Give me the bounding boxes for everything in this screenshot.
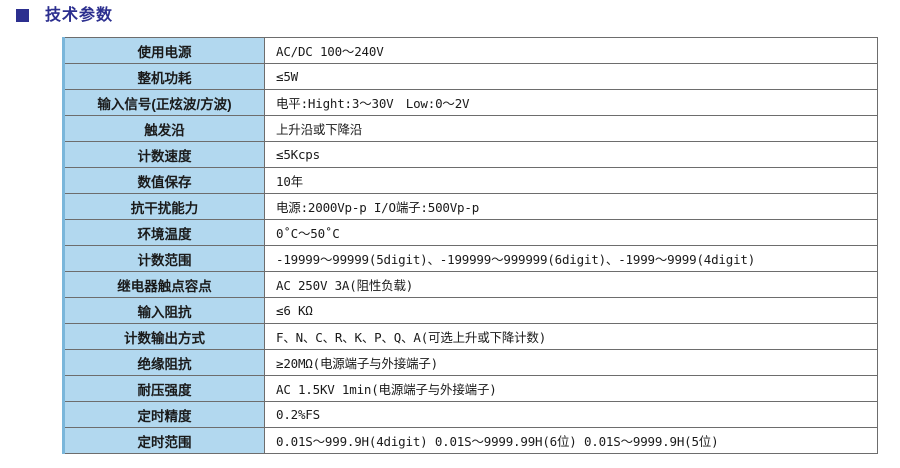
table-row: 计数范围 -19999～99999(5digit)、-199999～999999(…: [62, 245, 878, 272]
spec-label-cell: 数值保存: [62, 167, 265, 194]
table-row: 绝缘阻抗 ≥20MΩ(电源端子与外接端子): [62, 349, 878, 376]
spec-label-cell: 定时精度: [62, 401, 265, 428]
spec-value-cell: AC/DC 100～240V: [264, 37, 878, 64]
table-row: 计数速度 ≤5Kcps: [62, 141, 878, 168]
spec-label-cell: 环境温度: [62, 219, 265, 246]
table-row: 定时精度 0.2%FS: [62, 401, 878, 428]
spec-label-cell: 耐压强度: [62, 375, 265, 402]
spec-label-cell: 整机功耗: [62, 63, 265, 90]
spec-value-cell: ≤5Kcps: [264, 141, 878, 168]
spec-label-cell: 继电器触点容点: [62, 271, 265, 298]
spec-value-cell: AC 1.5KV 1min(电源端子与外接端子): [264, 375, 878, 402]
spec-label-cell: 计数范围: [62, 245, 265, 272]
table-row: 定时范围 0.01S～999.9H(4digit) 0.01S～9999.99H(…: [62, 427, 878, 454]
section-heading: 技术参数: [0, 0, 900, 24]
spec-value-cell: ≥20MΩ(电源端子与外接端子): [264, 349, 878, 376]
specifications-table-container: 使用电源 AC/DC 100～240V 整机功耗 ≤5W 输入信号(正炫波/方波) 电平:…: [62, 37, 878, 454]
table-row: 继电器触点容点 AC 250V 3A(阻性负载): [62, 271, 878, 298]
spec-label-cell: 输入信号(正炫波/方波): [62, 89, 265, 116]
specifications-table-body: 使用电源 AC/DC 100～240V 整机功耗 ≤5W 输入信号(正炫波/方波) 电平:…: [62, 37, 878, 454]
table-row: 输入阻抗 ≤6 KΩ: [62, 297, 878, 324]
specifications-table: 使用电源 AC/DC 100～240V 整机功耗 ≤5W 输入信号(正炫波/方波) 电平:…: [62, 37, 878, 454]
spec-value-cell: 上升沿或下降沿: [264, 115, 878, 142]
spec-label-cell: 使用电源: [62, 37, 265, 64]
table-row: 抗干扰能力 电源:2000Vp-p I/O端子:500Vp-p: [62, 193, 878, 220]
table-row: 输入信号(正炫波/方波) 电平:Hight:3～30V Low:0～2V: [62, 89, 878, 116]
table-row: 耐压强度 AC 1.5KV 1min(电源端子与外接端子): [62, 375, 878, 402]
spec-label-cell: 定时范围: [62, 427, 265, 454]
spec-label-cell: 计数速度: [62, 141, 265, 168]
table-row: 整机功耗 ≤5W: [62, 63, 878, 90]
table-row: 环境温度 0˚C～50˚C: [62, 219, 878, 246]
spec-value-cell: 0˚C～50˚C: [264, 219, 878, 246]
spec-value-cell: 0.01S～999.9H(4digit) 0.01S～9999.99H(6位) …: [264, 427, 878, 454]
spec-value-cell: 电源:2000Vp-p I/O端子:500Vp-p: [264, 193, 878, 220]
spec-label-cell: 计数输出方式: [62, 323, 265, 350]
spec-value-cell: ≤6 KΩ: [264, 297, 878, 324]
spec-value-cell: ≤5W: [264, 63, 878, 90]
spec-value-cell: -19999～99999(5digit)、-199999～999999(6dig…: [264, 245, 878, 272]
square-bullet-icon: [16, 9, 29, 22]
spec-label-cell: 触发沿: [62, 115, 265, 142]
table-row: 使用电源 AC/DC 100～240V: [62, 37, 878, 64]
spec-value-cell: 0.2%FS: [264, 401, 878, 428]
spec-value-cell: 电平:Hight:3～30V Low:0～2V: [264, 89, 878, 116]
spec-label-cell: 输入阻抗: [62, 297, 265, 324]
spec-label-cell: 抗干扰能力: [62, 193, 265, 220]
spec-value-cell: F、N、C、R、K、P、Q、A(可选上升或下降计数): [264, 323, 878, 350]
spec-label-cell: 绝缘阻抗: [62, 349, 265, 376]
page-title: 技术参数: [45, 6, 114, 24]
table-row: 触发沿 上升沿或下降沿: [62, 115, 878, 142]
table-row: 数值保存 10年: [62, 167, 878, 194]
spec-value-cell: AC 250V 3A(阻性负载): [264, 271, 878, 298]
table-row: 计数输出方式 F、N、C、R、K、P、Q、A(可选上升或下降计数): [62, 323, 878, 350]
spec-value-cell: 10年: [264, 167, 878, 194]
